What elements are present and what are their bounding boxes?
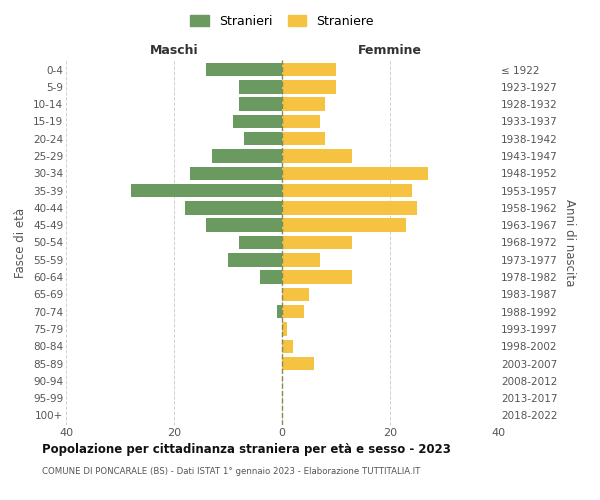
Bar — [282, 184, 412, 198]
Bar — [282, 80, 336, 94]
Bar — [277, 305, 282, 318]
Bar — [282, 305, 304, 318]
Bar — [282, 63, 336, 76]
Bar — [233, 114, 282, 128]
Bar — [282, 270, 352, 284]
Text: COMUNE DI PONCARALE (BS) - Dati ISTAT 1° gennaio 2023 - Elaborazione TUTTITALIA.: COMUNE DI PONCARALE (BS) - Dati ISTAT 1°… — [42, 468, 421, 476]
Bar — [282, 132, 325, 145]
Text: Popolazione per cittadinanza straniera per età e sesso - 2023: Popolazione per cittadinanza straniera p… — [42, 442, 451, 456]
Bar — [282, 253, 320, 266]
Bar — [239, 236, 282, 249]
Bar — [282, 322, 287, 336]
Legend: Stranieri, Straniere: Stranieri, Straniere — [187, 11, 377, 32]
Bar — [190, 166, 282, 180]
Y-axis label: Anni di nascita: Anni di nascita — [563, 199, 576, 286]
Bar — [206, 63, 282, 76]
Text: Femmine: Femmine — [358, 44, 422, 58]
Bar — [282, 288, 309, 301]
Bar — [282, 98, 325, 111]
Bar — [282, 166, 428, 180]
Bar — [206, 218, 282, 232]
Bar — [282, 340, 293, 353]
Y-axis label: Fasce di età: Fasce di età — [14, 208, 28, 278]
Bar — [228, 253, 282, 266]
Bar — [282, 236, 352, 249]
Bar — [212, 150, 282, 163]
Bar — [282, 218, 406, 232]
Bar — [185, 201, 282, 214]
Bar — [131, 184, 282, 198]
Bar — [282, 201, 417, 214]
Text: Maschi: Maschi — [149, 44, 199, 58]
Bar — [282, 150, 352, 163]
Bar — [282, 114, 320, 128]
Bar — [239, 98, 282, 111]
Bar — [239, 80, 282, 94]
Bar — [260, 270, 282, 284]
Bar — [244, 132, 282, 145]
Bar — [282, 357, 314, 370]
